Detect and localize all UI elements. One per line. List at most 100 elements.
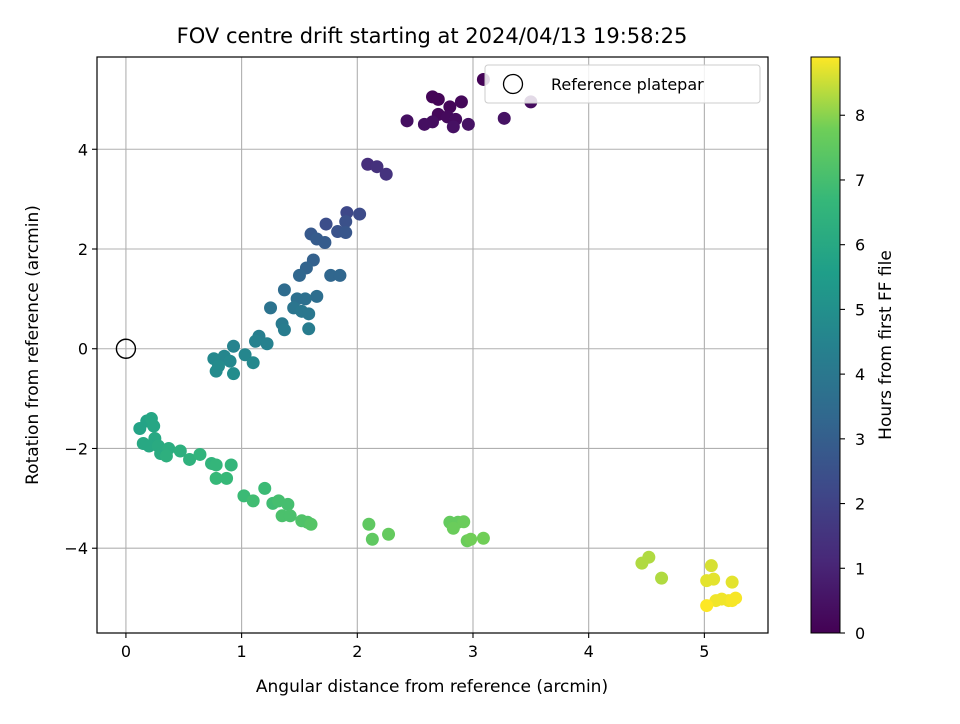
data-point — [238, 348, 252, 362]
data-point — [446, 120, 460, 134]
data-point — [379, 167, 393, 181]
data-point — [209, 458, 223, 472]
data-point — [339, 215, 353, 229]
data-point — [370, 160, 384, 174]
data-point — [248, 334, 262, 348]
data-point — [227, 367, 241, 381]
data-point — [173, 444, 187, 458]
colorbar-tick-label: 8 — [855, 106, 865, 125]
data-point — [655, 571, 669, 585]
data-point — [246, 356, 260, 370]
chart-title: FOV centre drift starting at 2024/04/13 … — [177, 24, 688, 48]
grid-lines — [97, 57, 768, 633]
data-point — [223, 354, 237, 368]
data-point — [353, 207, 367, 221]
data-point — [292, 268, 306, 282]
colorbar: 0 1 2 3 4 5 6 7 8 Hours from first FF file — [810, 56, 896, 643]
data-point — [333, 268, 347, 282]
data-point — [339, 226, 353, 240]
y-axis-label: Rotation from reference (arcmin) — [23, 205, 43, 485]
colorbar-tick-label: 5 — [855, 300, 865, 319]
data-point — [324, 268, 338, 282]
x-axis-ticks: 0 1 2 3 4 5 — [121, 633, 709, 661]
y-tick-label: 2 — [78, 240, 88, 259]
colorbar-ticks: 0 1 2 3 4 5 6 7 8 — [840, 106, 865, 643]
reference-marker — [115, 338, 137, 359]
data-point — [304, 517, 318, 531]
data-point — [400, 114, 414, 128]
colorbar-label: Hours from first FF file — [876, 250, 896, 440]
colorbar-tick-label: 3 — [855, 430, 865, 449]
colorbar-gradient — [810, 56, 841, 634]
x-axis-label: Angular distance from reference (arcmin) — [256, 677, 608, 697]
data-point — [318, 236, 332, 250]
y-tick-label: −4 — [64, 539, 88, 558]
data-point — [283, 509, 297, 523]
data-point — [725, 575, 739, 589]
legend: Reference platepar — [484, 64, 761, 104]
data-point — [707, 572, 721, 586]
plot-area-frame — [96, 56, 769, 634]
data-point — [464, 532, 478, 546]
data-point — [260, 337, 274, 351]
data-point — [362, 517, 376, 531]
data-point — [277, 323, 291, 337]
x-tick-label: 1 — [237, 642, 247, 661]
colorbar-tick-label: 6 — [855, 236, 865, 255]
data-point — [476, 531, 490, 545]
x-tick-label: 0 — [121, 642, 131, 661]
y-tick-label: −2 — [64, 439, 88, 458]
data-point — [319, 217, 333, 231]
data-point — [365, 532, 379, 546]
data-point — [635, 556, 649, 570]
data-point — [382, 527, 396, 541]
data-point — [310, 289, 324, 303]
data-point — [281, 497, 295, 511]
data-point — [147, 419, 161, 433]
colorbar-tick-label: 4 — [855, 365, 865, 384]
y-tick-label: 0 — [78, 340, 88, 359]
data-point — [224, 458, 238, 472]
data-point — [302, 322, 316, 336]
legend-box — [484, 64, 761, 104]
scatter-points — [133, 72, 743, 613]
data-point — [246, 494, 260, 508]
data-point — [457, 515, 471, 529]
colorbar-tick-label: 1 — [855, 559, 865, 578]
colorbar-tick-label: 7 — [855, 171, 865, 190]
data-point — [729, 591, 743, 605]
data-point — [446, 521, 460, 535]
data-point — [258, 481, 272, 495]
y-axis-ticks: −4 −2 0 2 4 — [64, 140, 97, 558]
colorbar-tick-label: 0 — [855, 624, 865, 643]
data-point — [431, 92, 445, 106]
data-point — [264, 301, 278, 315]
reference-platepar-marker — [115, 338, 137, 359]
data-point — [159, 449, 173, 463]
data-point — [497, 111, 511, 125]
data-point — [704, 559, 718, 573]
x-tick-label: 4 — [584, 642, 594, 661]
x-tick-label: 2 — [352, 642, 362, 661]
data-point — [209, 364, 223, 378]
data-point — [193, 447, 207, 461]
data-point — [277, 283, 291, 297]
colorbar-tick-label: 2 — [855, 495, 865, 514]
data-point — [298, 292, 312, 306]
x-tick-label: 5 — [699, 642, 709, 661]
data-point — [142, 439, 156, 453]
data-point — [209, 471, 223, 485]
data-point — [417, 117, 431, 131]
data-point — [461, 117, 475, 131]
legend-entry-reference: Reference platepar — [551, 75, 704, 94]
data-point — [302, 307, 316, 321]
x-tick-label: 3 — [468, 642, 478, 661]
data-point — [220, 471, 234, 485]
data-point — [227, 339, 241, 353]
data-point — [700, 599, 714, 613]
data-point — [183, 452, 197, 466]
data-point — [454, 95, 468, 109]
data-point — [443, 100, 457, 114]
y-tick-label: 4 — [78, 140, 88, 159]
